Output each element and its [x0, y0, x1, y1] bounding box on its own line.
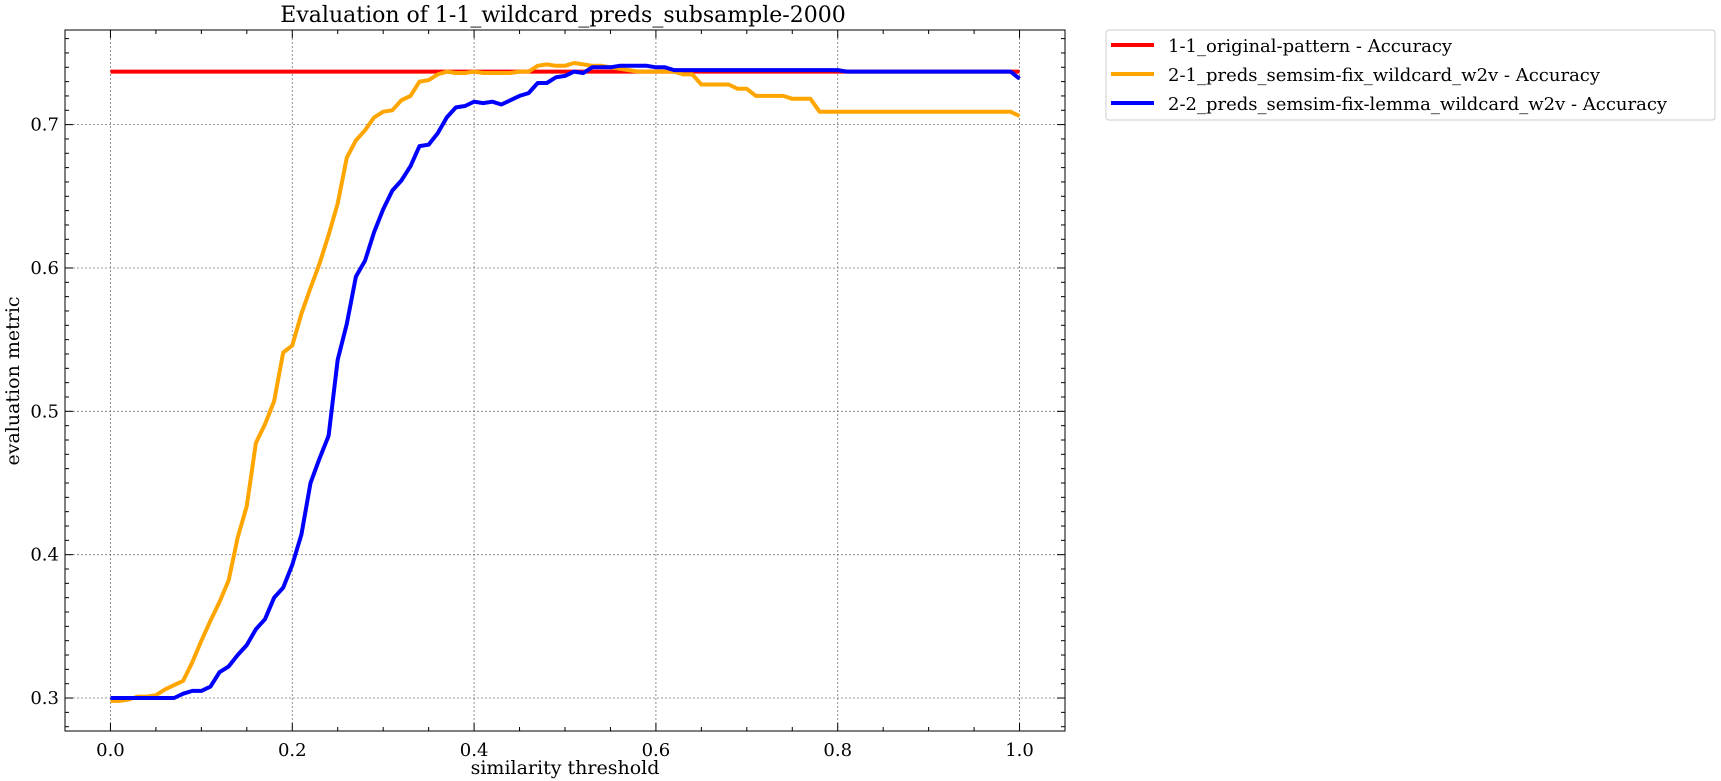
x-tick-label: 0.0: [96, 740, 125, 761]
legend: 1-1_original-pattern - Accuracy 2-1_pred…: [1105, 29, 1716, 121]
series-line-semsim-fix-wildcard: [110, 61, 1021, 703]
minor-ticks: [64, 30, 1066, 731]
x-axis-label: similarity threshold: [471, 757, 660, 779]
y-tick-label: 0.7: [30, 115, 59, 136]
y-tick-label: 0.5: [30, 401, 59, 422]
legend-box: [1105, 29, 1716, 121]
y-tick-labels: 0.3 0.4 0.5 0.6 0.7: [30, 115, 59, 709]
legend-label-semsim-fix-lemma-wildcard: 2-2_preds_semsim-fix-lemma_wildcard_w2v …: [1168, 94, 1668, 115]
y-tick-label: 0.3: [30, 688, 59, 709]
x-tick-label: 0.6: [642, 740, 671, 761]
x-tick-label: 1.0: [1005, 740, 1034, 761]
y-axis-label: evaluation metric: [2, 296, 24, 465]
chart-title: Evaluation of 1-1_wildcard_preds_subsamp…: [280, 3, 845, 28]
x-tick-label: 0.2: [278, 740, 307, 761]
legend-label-original-pattern: 1-1_original-pattern - Accuracy: [1168, 36, 1453, 57]
y-tick-label: 0.4: [30, 545, 59, 566]
series-line-semsim-fix-lemma-wildcard: [110, 63, 1021, 700]
x-tick-labels: 0.0 0.2 0.4 0.6 0.8 1.0: [96, 740, 1034, 761]
major-ticks: [65, 30, 1065, 731]
y-tick-label: 0.6: [30, 258, 59, 279]
grid: [65, 30, 1065, 731]
x-tick-label: 0.4: [460, 740, 489, 761]
legend-label-semsim-fix-wildcard: 2-1_preds_semsim-fix_wildcard_w2v - Accu…: [1168, 65, 1601, 86]
x-tick-label: 0.8: [823, 740, 852, 761]
plot-frame: [64, 29, 1066, 732]
series: [110, 61, 1021, 703]
